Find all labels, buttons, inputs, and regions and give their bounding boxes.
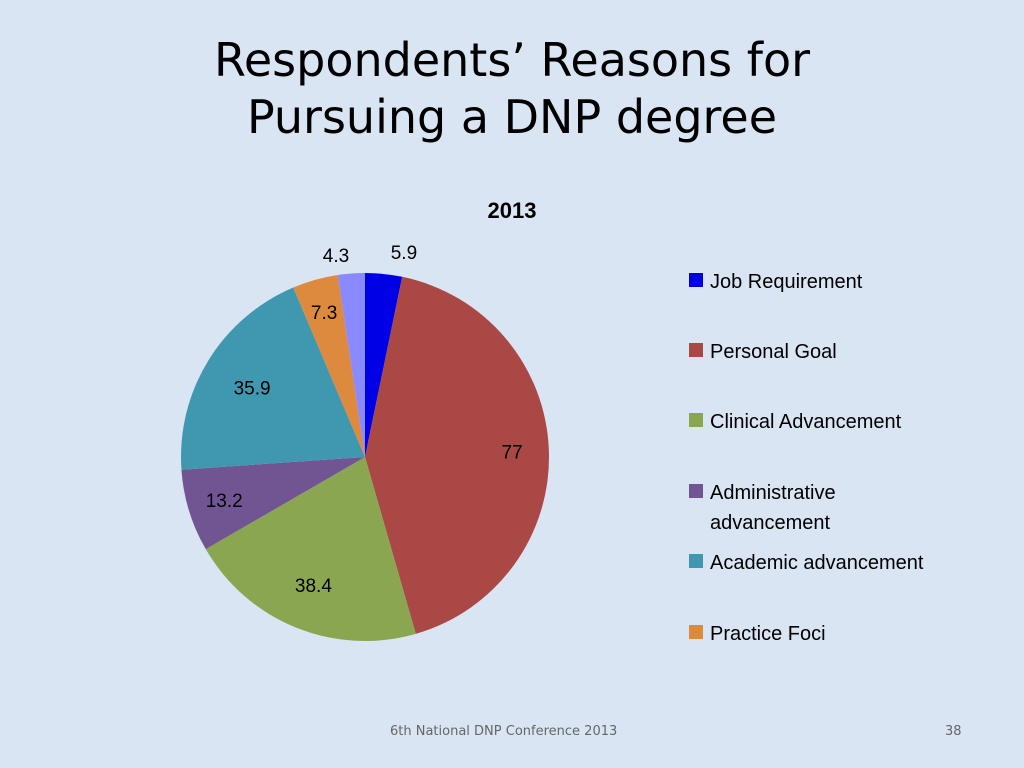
pie-slice-job-requirement (365, 273, 403, 457)
pie-slice-clinical-advancement (205, 457, 416, 641)
legend-label: Practice Foci (710, 623, 826, 645)
pie-slice-practice-foci (293, 275, 365, 457)
legend-swatch (689, 413, 703, 427)
title-line-2: Pursuing a DNP degree (246, 90, 778, 144)
data-label: 77 (502, 442, 523, 463)
pie-data-labels: 5.9 77 38.4 13.2 35.9 7.3 4.3 (206, 243, 523, 597)
legend-label: Clinical Advancement (710, 411, 902, 433)
legend-swatch (689, 273, 703, 287)
data-label: 38.4 (295, 576, 332, 597)
legend-swatch (689, 343, 703, 357)
legend-label: Job Requirement (710, 271, 863, 293)
pie-slice-personal-goal (365, 276, 549, 634)
page-number: 38 (945, 724, 962, 739)
pie-slice-academic-advancement (181, 287, 365, 470)
legend-swatch (689, 625, 703, 639)
legend-label: advancement (710, 512, 831, 534)
pie-slices (181, 273, 549, 641)
data-label: 4.3 (323, 246, 349, 267)
pie-slice-administrative-advancement (181, 457, 365, 550)
slide-title: Respondents’ Reasons for Pursuing a DNP … (0, 32, 1024, 146)
data-label: 35.9 (234, 379, 271, 400)
chart-legend: Job Requirement Personal Goal Clinical Adv… (689, 271, 924, 645)
legend-label: Administrative (710, 482, 836, 504)
legend-label: Personal Goal (710, 341, 837, 363)
data-label: 5.9 (391, 243, 417, 264)
slide-footer: 6th National DNP Conference 2013 (390, 724, 618, 739)
legend-label: Academic advancement (710, 552, 924, 574)
data-label: 13.2 (206, 491, 243, 512)
legend-swatch (689, 554, 703, 568)
chart-title: 2013 (488, 198, 537, 223)
pie-slice-unlabeled (337, 273, 365, 457)
title-line-1: Respondents’ Reasons for (213, 33, 811, 87)
data-label: 7.3 (311, 303, 337, 324)
legend-swatch (689, 484, 703, 498)
